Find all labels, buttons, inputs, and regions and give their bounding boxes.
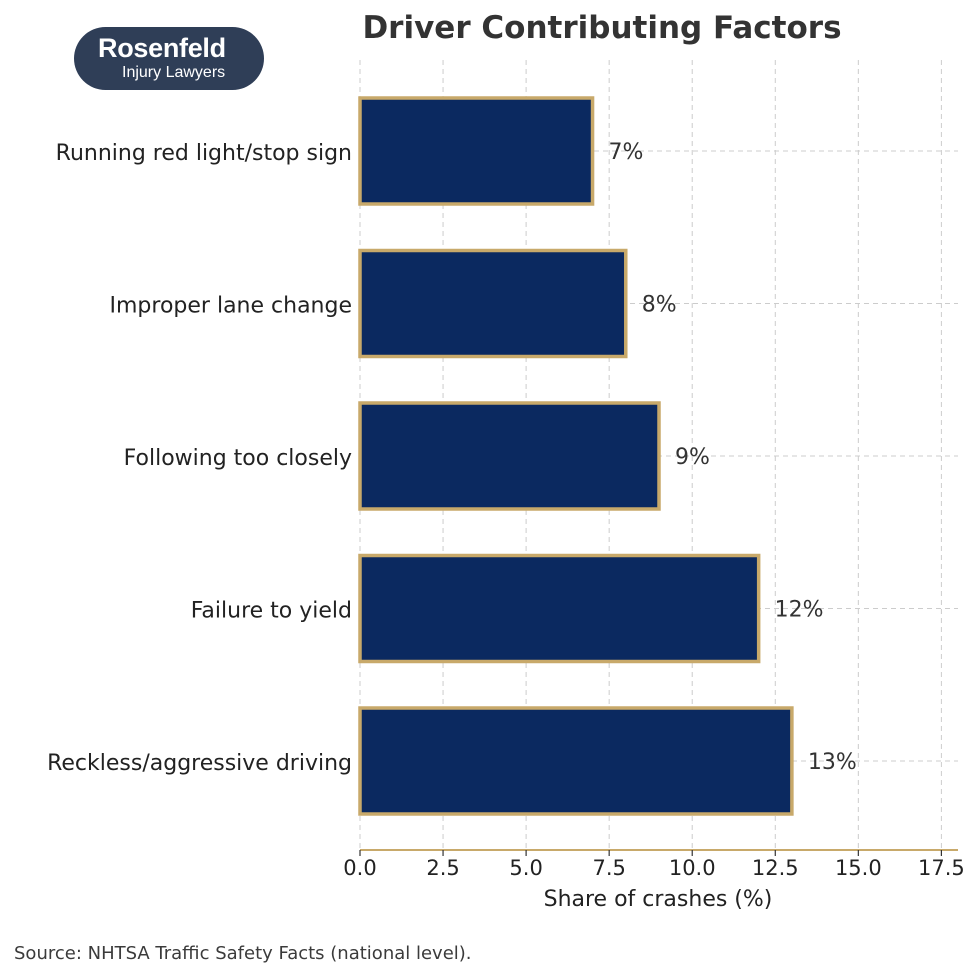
category-label-4: Reckless/aggressive driving <box>47 751 352 776</box>
bar-2 <box>358 401 661 511</box>
bar-chart: Driver Contributing Factors 7% 8% 9% 12% 13%… <box>47 10 965 912</box>
category-labels: Running red light/stop sign Improper lane… <box>47 141 352 776</box>
data-label-3: 12% <box>775 598 824 623</box>
data-label-0: 7% <box>609 140 644 165</box>
x-tick-label-6: 15.0 <box>835 856 882 880</box>
x-axis-ticks: 0.0 2.5 5.0 7.5 10.0 12.5 15.0 17.5 <box>343 850 965 880</box>
x-tick-label-7: 17.5 <box>918 856 965 880</box>
x-tick-label-4: 10.0 <box>669 856 716 880</box>
bars <box>358 96 794 816</box>
data-label-1: 8% <box>642 293 677 318</box>
data-labels: 7% 8% 9% 12% 13% <box>609 140 857 775</box>
data-label-4: 13% <box>808 750 857 775</box>
x-tick-label-3: 7.5 <box>592 856 625 880</box>
bar-0 <box>358 96 595 206</box>
x-tick-label-0: 0.0 <box>343 856 376 880</box>
category-label-3: Failure to yield <box>191 599 352 624</box>
category-label-1: Improper lane change <box>110 294 352 319</box>
brand-logo: Rosenfeld Injury Lawyers <box>74 27 264 90</box>
bar-4 <box>358 706 794 816</box>
source-note: Source: NHTSA Traffic Safety Facts (nati… <box>14 943 472 964</box>
x-tick-label-2: 5.0 <box>509 856 542 880</box>
category-label-2: Following too closely <box>124 446 352 471</box>
x-tick-label-5: 12.5 <box>752 856 799 880</box>
bar-1 <box>358 248 628 359</box>
x-axis-label: Share of crashes (%) <box>544 887 773 912</box>
chart-title: Driver Contributing Factors <box>362 10 841 46</box>
logo-name: Rosenfeld <box>98 33 226 63</box>
category-label-0: Running red light/stop sign <box>56 141 352 166</box>
bar-3 <box>358 553 761 664</box>
x-tick-label-1: 2.5 <box>426 856 459 880</box>
logo-subtitle: Injury Lawyers <box>122 64 226 81</box>
data-label-2: 9% <box>675 445 710 470</box>
